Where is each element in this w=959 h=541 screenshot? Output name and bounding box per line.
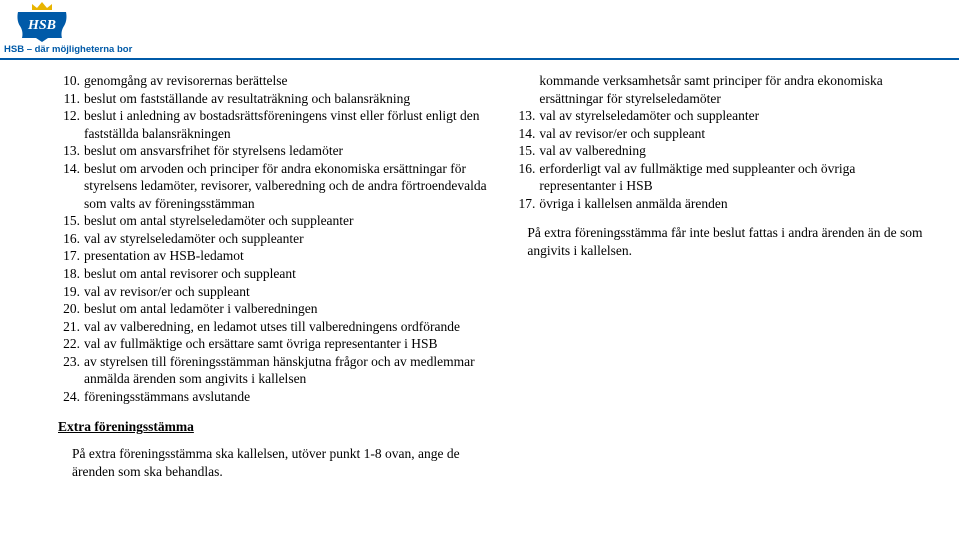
list-item: 17.övriga i kallelsen anmälda ärenden bbox=[513, 195, 935, 213]
item-text: val av revisor/er och suppleant bbox=[539, 125, 935, 143]
right-closing-paragraph: På extra föreningsstämma får inte beslut… bbox=[513, 224, 935, 259]
right-intro-text: kommande verksamhetsår samt principer fö… bbox=[513, 72, 935, 107]
hsb-logo: HSB bbox=[12, 2, 72, 42]
list-item: 16.val av styrelseledamöter och supplean… bbox=[58, 230, 489, 248]
item-number: 22. bbox=[58, 335, 84, 353]
list-item: 18.beslut om antal revisorer och supplea… bbox=[58, 265, 489, 283]
list-item: 21.val av valberedning, en ledamot utses… bbox=[58, 318, 489, 336]
item-number: 23. bbox=[58, 353, 84, 388]
list-item: 14.val av revisor/er och suppleant bbox=[513, 125, 935, 143]
list-item: 23.av styrelsen till föreningsstämman hä… bbox=[58, 353, 489, 388]
logo-tagline: HSB – där möjligheterna bor bbox=[4, 44, 132, 55]
item-text: beslut om antal revisorer och suppleant bbox=[84, 265, 489, 283]
item-number: 13. bbox=[58, 142, 84, 160]
item-text: beslut om fastställande av resultaträkni… bbox=[84, 90, 489, 108]
item-number: 12. bbox=[58, 107, 84, 142]
item-text: beslut i anledning av bostadsrättsföreni… bbox=[84, 107, 489, 142]
item-number: 16. bbox=[58, 230, 84, 248]
item-number: 19. bbox=[58, 283, 84, 301]
item-text: val av valberedning, en ledamot utses ti… bbox=[84, 318, 489, 336]
item-number: 17. bbox=[513, 195, 539, 213]
list-item: 16.erforderligt val av fullmäktige med s… bbox=[513, 160, 935, 195]
item-text: val av styrelseledamöter och suppleanter bbox=[84, 230, 489, 248]
item-text: av styrelsen till föreningsstämman hänsk… bbox=[84, 353, 489, 388]
item-number: 15. bbox=[58, 212, 84, 230]
item-number: 15. bbox=[513, 142, 539, 160]
page-header: HSB HSB – där möjligheterna bor bbox=[0, 0, 959, 60]
item-number: 18. bbox=[58, 265, 84, 283]
item-number: 24. bbox=[58, 388, 84, 406]
below-left-block: Extra föreningsstämma På extra förenings… bbox=[0, 419, 522, 480]
item-text: presentation av HSB-ledamot bbox=[84, 247, 489, 265]
item-text: övriga i kallelsen anmälda ärenden bbox=[539, 195, 935, 213]
item-text: val av valberedning bbox=[539, 142, 935, 160]
item-text: val av fullmäktige och ersättare samt öv… bbox=[84, 335, 489, 353]
list-item: 13.val av styrelseledamöter och supplean… bbox=[513, 107, 935, 125]
item-number: 17. bbox=[58, 247, 84, 265]
item-text: beslut om arvoden och principer för andr… bbox=[84, 160, 489, 213]
list-item: 14.beslut om arvoden och principer för a… bbox=[58, 160, 489, 213]
item-number: 21. bbox=[58, 318, 84, 336]
item-text: föreningsstämmans avslutande bbox=[84, 388, 489, 406]
item-number: 14. bbox=[513, 125, 539, 143]
item-number: 20. bbox=[58, 300, 84, 318]
item-text: beslut om ansvarsfrihet för styrelsens l… bbox=[84, 142, 489, 160]
item-text: beslut om antal ledamöter i valberedning… bbox=[84, 300, 489, 318]
two-column-content: 10.genomgång av revisorernas berättelse1… bbox=[0, 60, 959, 405]
list-item: 20.beslut om antal ledamöter i valberedn… bbox=[58, 300, 489, 318]
item-number: 10. bbox=[58, 72, 84, 90]
item-number: 13. bbox=[513, 107, 539, 125]
item-number: 11. bbox=[58, 90, 84, 108]
item-text: genomgång av revisorernas berättelse bbox=[84, 72, 489, 90]
item-text: val av styrelseledamöter och suppleanter bbox=[539, 107, 935, 125]
item-text: val av revisor/er och suppleant bbox=[84, 283, 489, 301]
list-item: 10.genomgång av revisorernas berättelse bbox=[58, 72, 489, 90]
list-item: 15.val av valberedning bbox=[513, 142, 935, 160]
right-numbered-list: 13.val av styrelseledamöter och supplean… bbox=[513, 107, 935, 212]
document-page: HSB HSB – där möjligheterna bor 10.genom… bbox=[0, 0, 959, 541]
list-item: 22.val av fullmäktige och ersättare samt… bbox=[58, 335, 489, 353]
item-number: 16. bbox=[513, 160, 539, 195]
left-column: 10.genomgång av revisorernas berättelse1… bbox=[58, 72, 509, 405]
list-item: 19.val av revisor/er och suppleant bbox=[58, 283, 489, 301]
item-text: beslut om antal styrelseledamöter och su… bbox=[84, 212, 489, 230]
logo-letters: HSB bbox=[27, 18, 56, 33]
item-number: 14. bbox=[58, 160, 84, 213]
list-item: 13.beslut om ansvarsfrihet för styrelsen… bbox=[58, 142, 489, 160]
list-item: 11.beslut om fastställande av resultaträ… bbox=[58, 90, 489, 108]
left-numbered-list: 10.genomgång av revisorernas berättelse1… bbox=[58, 72, 489, 405]
list-item: 15.beslut om antal styrelseledamöter och… bbox=[58, 212, 489, 230]
list-item: 12.beslut i anledning av bostadsrättsför… bbox=[58, 107, 489, 142]
extra-section-title: Extra föreningsstämma bbox=[58, 419, 498, 435]
hsb-logo-svg: HSB bbox=[12, 2, 72, 42]
list-item: 17.presentation av HSB-ledamot bbox=[58, 247, 489, 265]
list-item: 24.föreningsstämmans avslutande bbox=[58, 388, 489, 406]
right-column: kommande verksamhetsår samt principer fö… bbox=[509, 72, 935, 405]
extra-section-paragraph: På extra föreningsstämma ska kallelsen, … bbox=[58, 445, 498, 480]
item-text: erforderligt val av fullmäktige med supp… bbox=[539, 160, 935, 195]
